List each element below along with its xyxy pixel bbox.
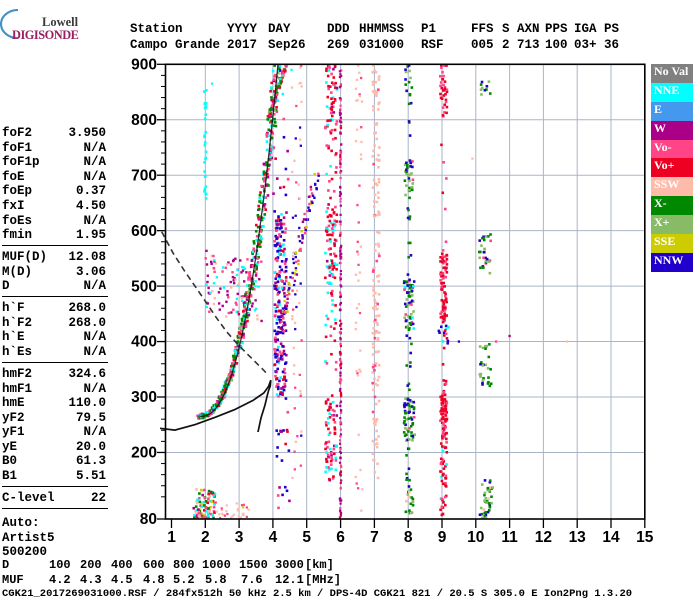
svg-text:700: 700: [131, 167, 157, 184]
svg-text:1: 1: [167, 529, 176, 546]
svg-text:14: 14: [602, 529, 620, 546]
svg-text:900: 900: [131, 57, 157, 74]
svg-text:400: 400: [131, 334, 157, 351]
svg-text:11: 11: [501, 529, 518, 546]
svg-text:3: 3: [235, 529, 244, 546]
svg-text:13: 13: [569, 529, 587, 546]
svg-text:9: 9: [438, 529, 447, 546]
svg-text:15: 15: [636, 529, 654, 546]
svg-text:2: 2: [201, 529, 210, 546]
svg-text:10: 10: [467, 529, 484, 546]
svg-text:12: 12: [535, 529, 552, 546]
svg-text:80: 80: [140, 511, 157, 528]
svg-text:800: 800: [131, 112, 157, 129]
svg-text:7: 7: [370, 529, 379, 546]
svg-text:600: 600: [131, 223, 157, 240]
svg-text:200: 200: [131, 445, 157, 462]
svg-text:500: 500: [131, 278, 157, 295]
svg-text:4: 4: [269, 529, 278, 546]
svg-text:6: 6: [336, 529, 345, 546]
svg-text:5: 5: [302, 529, 311, 546]
svg-text:300: 300: [131, 389, 157, 406]
svg-text:8: 8: [404, 529, 413, 546]
